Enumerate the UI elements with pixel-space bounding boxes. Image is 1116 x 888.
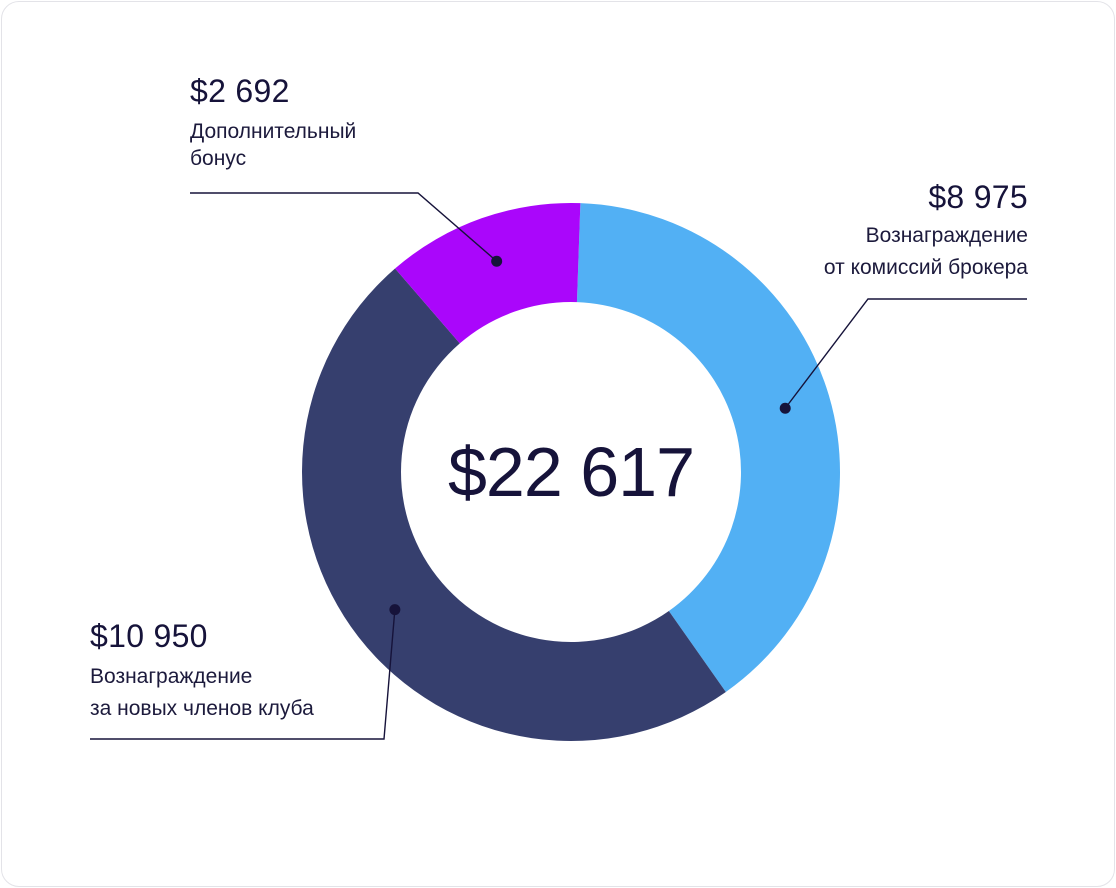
new-members-amount: $10 950: [90, 618, 208, 654]
new-members-label: $10 950 Вознаграждение за новых членов к…: [90, 617, 410, 725]
broker-commission-dot: [779, 402, 791, 414]
bonus-label: $2 692 Дополнительный бонус: [190, 72, 450, 175]
broker-commission-desc-line-1: Вознаграждение: [865, 224, 1028, 247]
new-members-desc-line-1: Вознаграждение: [90, 665, 253, 688]
broker-commission-desc-line-2: от комиссий брокера: [823, 256, 1028, 279]
bonus-desc-line-1: Дополнительный: [190, 120, 357, 143]
new-members-desc-line-2: за новых членов клуба: [90, 697, 314, 720]
total-amount: $22 617: [447, 433, 695, 511]
broker-commission-label: $8 975 Вознаграждение от комиссий брокер…: [702, 178, 1028, 284]
new-members-leader: [90, 609, 396, 740]
slice-broker-commission: [576, 203, 840, 692]
slice-new-members: [302, 268, 726, 741]
bonus-amount: $2 692: [190, 73, 290, 109]
new-members-dot: [389, 604, 401, 616]
bonus-dot: [491, 255, 503, 267]
bonus-desc-line-2: бонус: [190, 147, 247, 170]
broker-commission-amount: $8 975: [928, 179, 1028, 215]
bonus-leader: [190, 192, 498, 262]
slice-bonus: [395, 202, 581, 344]
broker-commission-leader: [784, 298, 1027, 409]
